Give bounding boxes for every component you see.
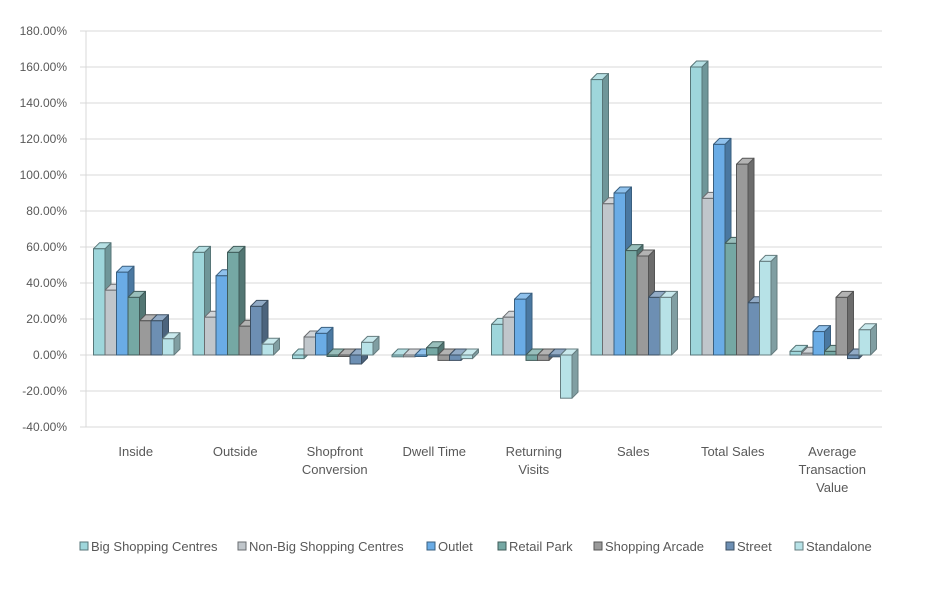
x-category-label: Inside: [118, 444, 153, 459]
bar: [659, 290, 678, 356]
x-category-label: Shopfront: [307, 444, 364, 459]
legend-label: Outlet: [438, 539, 473, 554]
legend-label: Street: [737, 539, 772, 554]
legend-item: Shopping Arcade: [593, 539, 704, 554]
bar-series: [93, 60, 877, 399]
x-category-label: Value: [816, 480, 848, 495]
y-tick-label: 0.00%: [33, 348, 67, 362]
legend-swatch: [426, 541, 436, 551]
legend-label: Standalone: [806, 539, 872, 554]
y-tick-label: 160.00%: [20, 60, 68, 74]
x-category-label: Average: [808, 444, 856, 459]
x-category-label: Total Sales: [701, 444, 765, 459]
y-tick-label: 20.00%: [26, 312, 67, 326]
legend-swatch: [79, 541, 89, 551]
legend-item: Street: [725, 539, 772, 554]
y-tick-label: 80.00%: [26, 204, 67, 218]
x-category-label: Outside: [213, 444, 258, 459]
bar: [426, 341, 445, 356]
x-category-label: Transaction: [799, 462, 866, 477]
bar: [315, 326, 334, 356]
legend-swatch: [794, 541, 804, 551]
gridlines: [80, 30, 882, 428]
legend-swatch: [725, 541, 735, 551]
bar: [514, 292, 533, 356]
bar: [560, 348, 579, 399]
y-tick-label: -40.00%: [22, 420, 67, 434]
legend-label: Big Shopping Centres: [91, 539, 218, 554]
bar: [361, 335, 380, 356]
bar: [858, 323, 877, 356]
bar: [759, 254, 778, 356]
bar: [835, 290, 854, 356]
legend-swatch: [237, 541, 247, 551]
bar: [460, 348, 479, 360]
legend-swatch: [497, 541, 507, 551]
legend: Big Shopping Centres Non-Big Shopping Cen…: [79, 539, 872, 554]
y-tick-label: 180.00%: [20, 24, 68, 38]
y-tick-label: 100.00%: [20, 168, 68, 182]
x-axis-category-labels: Inside Outside Shopfront Conversion Dwell Ti…: [118, 444, 866, 495]
legend-label: Shopping Arcade: [605, 539, 704, 554]
legend-item: Retail Park: [497, 539, 573, 554]
legend-label: Retail Park: [509, 539, 573, 554]
y-axis-tick-labels: -40.00% -20.00% 0.00% 20.00% 40.00% 60.00% 80.…: [20, 24, 68, 434]
bar: [162, 332, 181, 356]
x-category-label: Dwell Time: [402, 444, 466, 459]
y-tick-label: 140.00%: [20, 96, 68, 110]
bar: [261, 337, 280, 356]
x-category-label: Returning: [506, 444, 562, 459]
legend-label: Non-Big Shopping Centres: [249, 539, 404, 554]
y-tick-label: -20.00%: [22, 384, 67, 398]
y-tick-label: 60.00%: [26, 240, 67, 254]
y-tick-label: 120.00%: [20, 132, 68, 146]
legend-item: Standalone: [794, 539, 872, 554]
y-tick-label: 40.00%: [26, 276, 67, 290]
x-category-label: Visits: [518, 462, 549, 477]
legend-swatch: [593, 541, 603, 551]
x-category-label: Conversion: [302, 462, 368, 477]
legend-item: Non-Big Shopping Centres: [237, 539, 404, 554]
x-category-label: Sales: [617, 444, 650, 459]
legend-item: Outlet: [426, 539, 473, 554]
legend-item: Big Shopping Centres: [79, 539, 218, 554]
